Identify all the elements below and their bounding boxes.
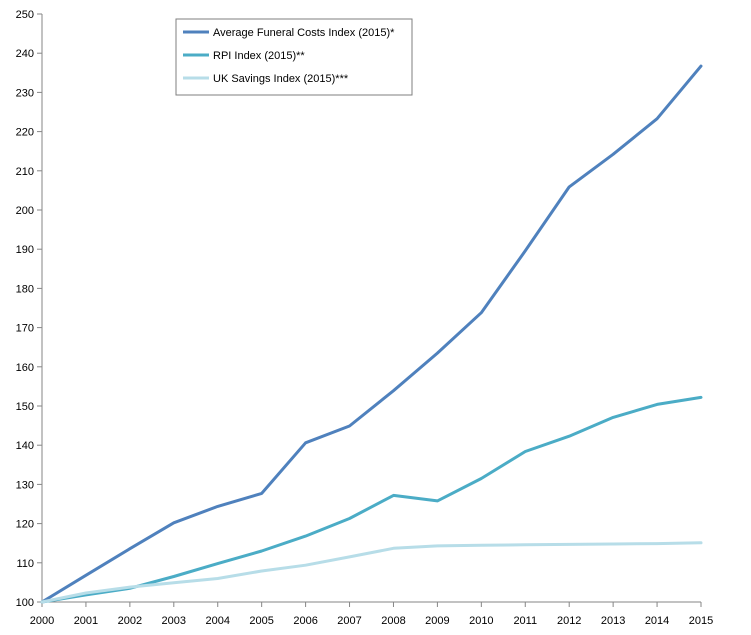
- y-tick-label: 170: [16, 323, 34, 335]
- x-tick-label: 2014: [645, 615, 669, 627]
- legend: Average Funeral Costs Index (2015)* RPI I…: [175, 18, 413, 96]
- x-tick-label: 2008: [381, 615, 405, 627]
- y-tick-label: 220: [16, 127, 34, 139]
- x-tick-label: 2013: [601, 615, 625, 627]
- y-tick-label: 110: [16, 558, 34, 570]
- x-tick-label: 2004: [205, 615, 229, 627]
- axes: 100 110 120 130 140 150 160 170 180 190 200 210 220 2…: [16, 9, 714, 627]
- y-tick-label: 250: [16, 9, 34, 21]
- series-line-3: [40, 541, 703, 604]
- y-tick-label: 200: [16, 205, 34, 217]
- x-tick-label: 2015: [689, 615, 713, 627]
- x-tick-label: 2012: [557, 615, 581, 627]
- y-tick-label: 190: [16, 244, 34, 256]
- y-tick-label: 140: [16, 440, 34, 452]
- y-tick-label: 130: [16, 479, 34, 491]
- series-layer: [40, 64, 703, 604]
- x-tick-label: 2011: [513, 615, 537, 627]
- x-tick-label: 2007: [337, 615, 361, 627]
- legend-label: RPI Index (2015)**: [213, 50, 305, 62]
- series-line-1: [40, 64, 703, 604]
- x-tick-label: 2001: [74, 615, 98, 627]
- y-tick-label: 150: [16, 401, 34, 413]
- series-line-2: [40, 395, 703, 604]
- y-tick-label: 210: [16, 166, 34, 178]
- y-tick-label: 230: [16, 87, 34, 99]
- x-tick-label: 2002: [118, 615, 142, 627]
- y-tick-label: 120: [16, 519, 34, 531]
- y-tick-label: 180: [16, 283, 34, 295]
- legend-label: Average Funeral Costs Index (2015)*: [213, 27, 395, 39]
- x-tick-label: 2010: [469, 615, 493, 627]
- legend-label: UK Savings Index (2015)***: [213, 73, 349, 85]
- y-tick-label: 160: [16, 362, 34, 374]
- y-tick-label: 240: [16, 48, 34, 60]
- x-tick-label: 2005: [249, 615, 273, 627]
- y-tick-label: 100: [16, 597, 34, 609]
- x-tick-label: 2003: [162, 615, 186, 627]
- x-tick-label: 2009: [425, 615, 449, 627]
- legend-box: [175, 18, 413, 96]
- x-tick-label: 2000: [30, 615, 54, 627]
- x-tick-label: 2006: [293, 615, 317, 627]
